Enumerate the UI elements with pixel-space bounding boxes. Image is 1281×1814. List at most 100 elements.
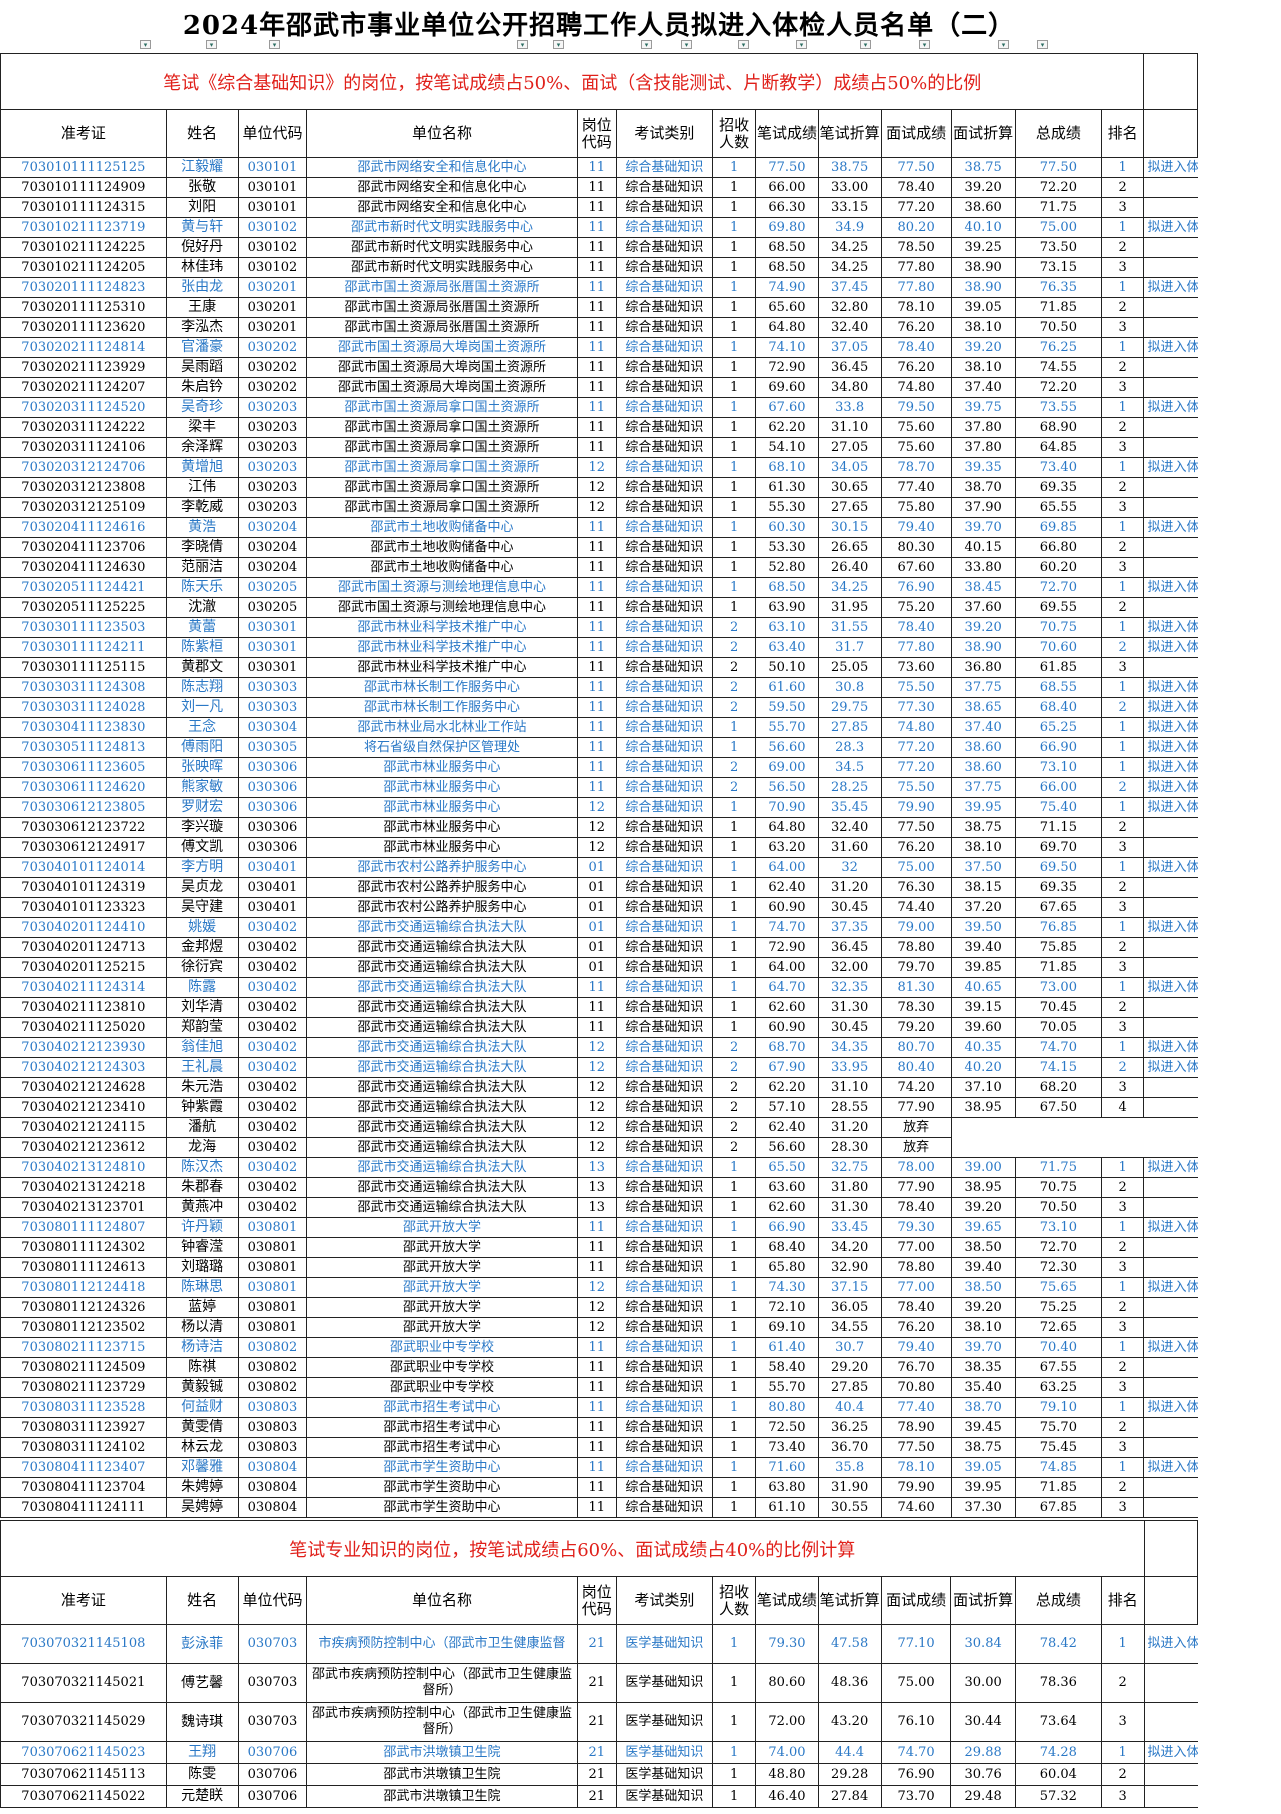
written-score-cell: 55.30 <box>755 497 819 518</box>
name-cell: 李兴璇 <box>165 817 239 838</box>
exam-type-cell: 综合基础知识 <box>615 757 713 778</box>
unit-code-cell: 030203 <box>237 437 308 458</box>
table-row: 703040101124014 李方明 030401 邵武市农村公路养护服务中心 01 综… <box>0 857 1198 878</box>
table-row: 703030612124917 傅文凯 030306 邵武市林业服务中心 12 综合基础知… <box>0 837 1198 858</box>
interview-score-cell: 77.00 <box>880 1277 952 1298</box>
written-score-cell: 62.20 <box>755 417 819 438</box>
quota-cell: 1 <box>711 1217 757 1238</box>
filter-dropdown-icon[interactable]: ▾ <box>1037 40 1048 49</box>
written-weighted-cell: 34.20 <box>817 1237 882 1258</box>
filter-dropdown-icon[interactable]: ▾ <box>517 40 528 49</box>
interview-weighted-cell: 39.20 <box>950 617 1016 638</box>
written-weighted-cell: 29.20 <box>817 1357 882 1378</box>
total-score-cell: 75.40 <box>1014 797 1102 818</box>
filter-dropdown-icon[interactable]: ▾ <box>860 40 871 49</box>
filter-dropdown-icon[interactable]: ▾ <box>206 40 217 49</box>
interview-score-cell: 放弃 <box>880 1137 952 1158</box>
total-score-cell: 71.85 <box>1014 1477 1102 1498</box>
table-row: 703020411124630 范丽洁 030204 邵武市土地收购储备中心 11 综合基… <box>0 557 1198 578</box>
total-score-cell: 66.00 <box>1014 777 1102 798</box>
rank-cell: 1 <box>1100 857 1145 878</box>
quota-cell: 1 <box>711 1457 757 1478</box>
result-cell: 拟进入体检 <box>1143 857 1198 878</box>
unit-name-cell: 邵武市交通运输综合执法大队 <box>306 1097 578 1118</box>
id-cell: 703040212124115 <box>0 1117 167 1138</box>
post-code-cell: 11 <box>576 717 617 738</box>
result-cell: 拟进入体检 <box>1143 677 1198 698</box>
written-score-cell: 70.90 <box>755 797 819 818</box>
exam-type-cell: 综合基础知识 <box>615 877 713 898</box>
id-cell: 703020211123929 <box>0 357 167 378</box>
interview-score-cell: 75.80 <box>880 497 952 518</box>
name-cell: 刘阳 <box>165 197 239 218</box>
written-score-cell: 53.30 <box>755 537 819 558</box>
name-cell: 李方明 <box>165 857 239 878</box>
interview-weighted-cell: 37.75 <box>950 677 1016 698</box>
exam-type-cell: 综合基础知识 <box>615 477 713 498</box>
name-cell: 张映晖 <box>165 757 239 778</box>
written-score-cell: 68.70 <box>755 1037 819 1058</box>
name-cell: 何益财 <box>165 1397 239 1418</box>
quota-cell: 1 <box>711 557 757 578</box>
name-cell: 陈祺 <box>165 1357 239 1378</box>
written-score-cell: 56.60 <box>755 1137 819 1158</box>
total-score-cell: 70.40 <box>1014 1337 1102 1358</box>
result-cell <box>1143 877 1198 898</box>
unit-code-cell: 030202 <box>237 337 308 358</box>
table-row: 703040212124115 潘航 030402 邵武市交通运输综合执法大队 12 综合… <box>0 1117 1198 1138</box>
post-code-cell: 21 <box>576 1663 617 1703</box>
written-score-cell: 68.50 <box>755 257 819 278</box>
table-row: 703020311124106 余泽辉 030203 邵武市国土资源局拿口国土资源所 1… <box>0 437 1198 458</box>
unit-code-cell: 030306 <box>237 817 308 838</box>
total-score-cell: 76.35 <box>1014 277 1102 298</box>
written-score-cell: 59.50 <box>755 697 819 718</box>
post-code-cell: 11 <box>576 637 617 658</box>
filter-dropdown-icon[interactable]: ▾ <box>919 40 930 49</box>
name-cell: 刘一凡 <box>165 697 239 718</box>
filter-dropdown-icon[interactable]: ▾ <box>738 40 749 49</box>
filter-dropdown-icon[interactable]: ▾ <box>140 40 151 49</box>
interview-score-cell: 79.00 <box>880 917 952 938</box>
post-code-cell: 11 <box>576 997 617 1018</box>
id-cell: 703020211124814 <box>0 337 167 358</box>
filter-dropdown-icon[interactable]: ▾ <box>998 40 1009 49</box>
unit-code-cell: 030203 <box>237 457 308 478</box>
id-cell: 703030111124211 <box>0 637 167 658</box>
written-score-cell: 62.20 <box>755 1077 819 1098</box>
interview-score-cell: 77.20 <box>880 197 952 218</box>
written-weighted-cell: 28.30 <box>817 1137 882 1158</box>
filter-dropdown-icon[interactable]: ▾ <box>796 40 807 49</box>
table-row: 703070321145021 傅艺馨 030703 邵武市疾病预防控制中心（邵武市卫… <box>0 1663 1198 1703</box>
interview-score-cell: 79.90 <box>880 797 952 818</box>
header-interview-score: 面试成绩 <box>880 109 952 158</box>
total-score-cell: 69.85 <box>1014 517 1102 538</box>
interview-weighted-cell: 37.80 <box>950 417 1016 438</box>
interview-score-cell: 76.90 <box>880 1763 952 1786</box>
filter-dropdown-icon[interactable]: ▾ <box>641 40 652 49</box>
unit-name-cell: 邵武市土地收购储备中心 <box>306 557 578 578</box>
filter-dropdown-icon[interactable]: ▾ <box>553 40 564 49</box>
interview-weighted-cell: 39.25 <box>950 237 1016 258</box>
exam-type-cell: 综合基础知识 <box>615 397 713 418</box>
filter-dropdown-icon[interactable]: ▾ <box>681 40 692 49</box>
interview-weighted-cell: 30.44 <box>950 1702 1016 1742</box>
result-cell <box>1143 1497 1198 1518</box>
written-weighted-cell: 32.35 <box>817 977 882 998</box>
total-score-cell: 64.85 <box>1014 437 1102 458</box>
unit-name-cell: 将石省级自然保护区管理处 <box>306 737 578 758</box>
interview-score-cell: 75.50 <box>880 677 952 698</box>
written-weighted-cell: 38.75 <box>817 157 882 178</box>
quota-cell: 1 <box>711 1663 757 1703</box>
written-score-cell: 66.90 <box>755 1217 819 1238</box>
section-heading-1-row: 笔试《综合基础知识》的岗位，按笔试成绩占50%、面试（含技能测试、片断教学）成绩… <box>0 53 1198 110</box>
total-score-cell: 72.20 <box>1014 377 1102 398</box>
written-score-cell: 60.30 <box>755 517 819 538</box>
written-score-cell: 79.30 <box>755 1624 819 1664</box>
exam-type-cell: 综合基础知识 <box>615 277 713 298</box>
quota-cell: 1 <box>711 317 757 338</box>
table-row: 703040212124303 王礼晨 030402 邵武市交通运输综合执法大队 12 综… <box>0 1057 1198 1078</box>
filter-dropdown-icon[interactable]: ▾ <box>269 40 280 49</box>
unit-name-cell: 邵武市林业服务中心 <box>306 817 578 838</box>
quota-cell: 1 <box>711 1417 757 1438</box>
